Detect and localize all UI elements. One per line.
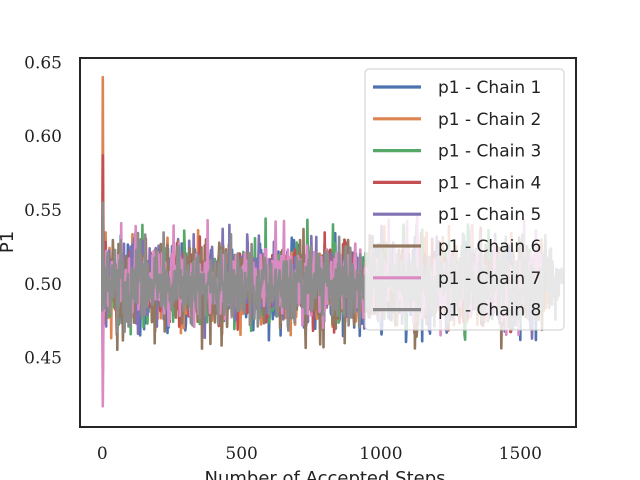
y-tick-label: 0.45: [24, 349, 62, 369]
legend-label: p1 - Chain 7: [438, 269, 541, 289]
legend-label: p1 - Chain 4: [438, 173, 541, 193]
legend-label: p1 - Chain 1: [438, 78, 541, 98]
x-tick-label: 1000: [359, 444, 402, 464]
x-axis-label: Number of Accepted Steps: [204, 468, 445, 480]
plot-frame: [79, 57, 577, 428]
y-axis-label: P1: [0, 231, 18, 253]
y-tick-label: 0.55: [24, 201, 62, 221]
legend: p1 - Chain 1 p1 - Chain 2 p1 - Chain 3 p1 -…: [364, 68, 565, 331]
legend-label: p1 - Chain 3: [438, 142, 541, 162]
legend-box: [364, 68, 565, 331]
x-tick-label: 1500: [499, 444, 542, 464]
x-tick-labels: 0 500 1000 1500: [97, 444, 542, 464]
y-tick-label: 0.50: [24, 275, 62, 295]
legend-label: p1 - Chain 5: [438, 205, 541, 225]
y-tick-label: 0.65: [24, 53, 62, 73]
series-layer: [101, 75, 564, 408]
legend-label: p1 - Chain 2: [438, 110, 541, 130]
legend-label: p1 - Chain 8: [438, 301, 541, 321]
y-tick-label: 0.60: [24, 127, 62, 147]
x-tick-label: 0: [97, 444, 108, 464]
legend-label: p1 - Chain 6: [438, 237, 541, 257]
x-tick-label: 500: [225, 444, 257, 464]
y-tick-labels: 0.45 0.50 0.55 0.60 0.65: [24, 53, 62, 368]
